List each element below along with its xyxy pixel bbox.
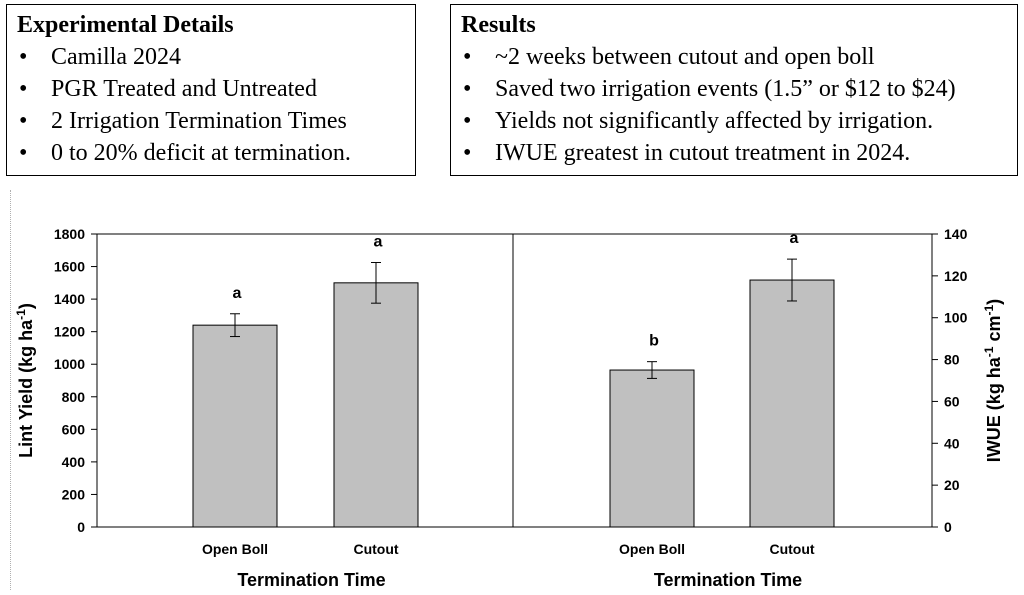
details-title: Experimental Details xyxy=(17,12,234,38)
y-tick-label: 200 xyxy=(62,486,86,502)
bar xyxy=(749,279,835,528)
y-tick-label: 1400 xyxy=(54,291,85,307)
results-box: Results ~2 weeks between cutout and open… xyxy=(450,4,1018,176)
y-tick-label: 20 xyxy=(944,477,960,493)
y-tick-label: 0 xyxy=(944,519,952,535)
y-tick-label: 1200 xyxy=(54,324,85,340)
x-tick-label: Cutout xyxy=(353,541,398,557)
list-item: Camilla 2024 xyxy=(17,41,405,73)
y-tick-label: 80 xyxy=(944,352,960,368)
y-tick-label: 40 xyxy=(944,435,960,451)
x-tick-label: Open Boll xyxy=(619,541,685,557)
significance-label: a xyxy=(790,230,799,247)
x-tick-label: Cutout xyxy=(769,541,814,557)
significance-label: b xyxy=(649,333,659,350)
details-list: Camilla 2024 PGR Treated and Untreated 2… xyxy=(17,41,405,169)
list-item: 2 Irrigation Termination Times xyxy=(17,105,405,137)
chart-area: 0 200 400 600 800 1000 1200 1400 1600 1800 a Open B… xyxy=(0,188,1024,595)
bar xyxy=(609,369,695,528)
y-tick-label: 800 xyxy=(62,389,86,405)
y-axis-title: IWUE (kg ha-1 cm-1) xyxy=(982,299,1004,462)
y-tick-label: 100 xyxy=(944,310,968,326)
list-item: Saved two irrigation events (1.5” or $12… xyxy=(461,73,1007,105)
list-item: 0 to 20% deficit at termination. xyxy=(17,137,405,169)
y-tick-label: 60 xyxy=(944,393,960,409)
x-axis-title: Termination Time xyxy=(654,570,802,590)
list-item: IWUE greatest in cutout treatment in 202… xyxy=(461,137,1007,169)
list-item: PGR Treated and Untreated xyxy=(17,73,405,105)
y-axis-title: Lint Yield (kg ha-1) xyxy=(14,303,36,458)
x-tick-label: Open Boll xyxy=(202,541,268,557)
divider-line xyxy=(10,190,12,590)
y-tick-label: 1000 xyxy=(54,356,85,372)
bar xyxy=(192,324,278,528)
y-tick-label: 0 xyxy=(77,519,85,535)
results-list: ~2 weeks between cutout and open boll Sa… xyxy=(461,41,1007,169)
list-item: ~2 weeks between cutout and open boll xyxy=(461,41,1007,73)
x-axis-title: Termination Time xyxy=(237,570,385,590)
experimental-details-box: Experimental Details Camilla 2024 PGR Tr… xyxy=(6,4,416,176)
y-tick-label: 400 xyxy=(62,454,86,470)
list-item: Yields not significantly affected by irr… xyxy=(461,105,1007,137)
results-title: Results xyxy=(461,12,536,38)
y-tick-label: 120 xyxy=(944,268,968,284)
y-tick-label: 600 xyxy=(62,421,86,437)
y-tick-label: 140 xyxy=(944,226,968,242)
significance-label: a xyxy=(233,285,242,302)
significance-label: a xyxy=(374,233,383,250)
bar xyxy=(333,282,419,528)
y-tick-label: 1600 xyxy=(54,259,85,275)
y-tick-label: 1800 xyxy=(54,226,85,242)
